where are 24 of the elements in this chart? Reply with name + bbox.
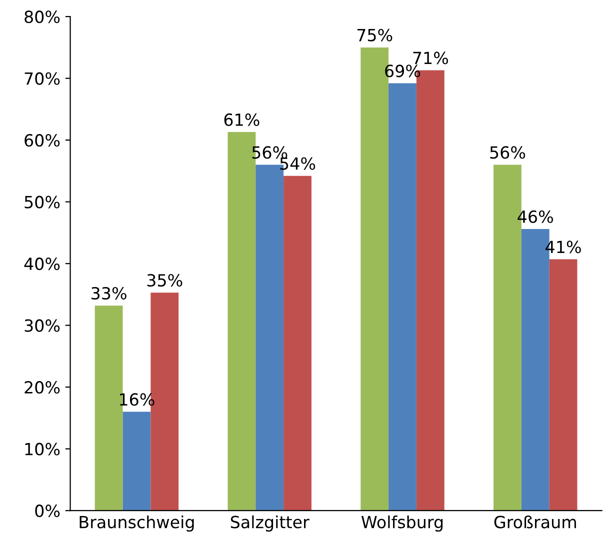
y-tick-label: 70% <box>24 72 60 85</box>
data-label: 61% <box>224 113 260 126</box>
x-tick-label: Großraum <box>494 515 576 528</box>
data-label: 33% <box>92 286 126 300</box>
y-tick-label: 40% <box>24 258 60 270</box>
y-tick-label: 10% <box>25 442 60 456</box>
y-tick-label: 80% <box>24 10 60 24</box>
y-tick-label: 60% <box>24 134 60 147</box>
data-label: 35% <box>147 274 182 287</box>
x-tick-label: Salzgitter <box>230 515 310 532</box>
bar <box>549 259 578 511</box>
y-tick-label: 20% <box>24 381 60 394</box>
data-label: 71% <box>413 52 448 64</box>
bar <box>388 83 416 511</box>
x-tick-label: Braunschweig <box>80 515 194 532</box>
data-label: 75% <box>357 28 392 42</box>
bar <box>284 176 312 511</box>
data-label: 54% <box>280 157 316 170</box>
y-tick-label: 50% <box>24 196 60 208</box>
bar <box>122 412 151 511</box>
y-tick-label: 30% <box>24 319 60 332</box>
data-label: 56% <box>490 146 526 159</box>
x-tick-label: Wolfsburg <box>361 515 443 532</box>
y-tick-label: 0% <box>35 504 60 518</box>
